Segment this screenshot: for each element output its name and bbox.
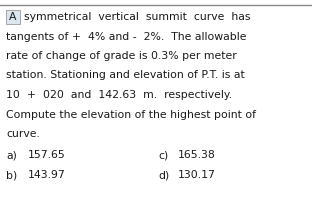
- Text: symmetrical  vertical  summit  curve  has: symmetrical vertical summit curve has: [24, 12, 251, 22]
- Text: b): b): [6, 170, 17, 180]
- Text: station. Stationing and elevation of P.T. is at: station. Stationing and elevation of P.T…: [6, 71, 245, 81]
- Text: c): c): [158, 151, 168, 161]
- Text: 143.97: 143.97: [28, 170, 66, 180]
- FancyBboxPatch shape: [6, 10, 20, 24]
- Text: Compute the elevation of the highest point of: Compute the elevation of the highest poi…: [6, 109, 256, 119]
- Text: curve.: curve.: [6, 129, 40, 139]
- Text: A: A: [9, 12, 17, 22]
- Text: 165.38: 165.38: [178, 151, 216, 161]
- Text: rate of change of grade is 0.3% per meter: rate of change of grade is 0.3% per mete…: [6, 51, 237, 61]
- Text: a): a): [6, 151, 17, 161]
- Text: tangents of +  4% and -  2%.  The allowable: tangents of + 4% and - 2%. The allowable: [6, 32, 246, 42]
- Text: 130.17: 130.17: [178, 170, 216, 180]
- Text: d): d): [158, 170, 169, 180]
- Text: 157.65: 157.65: [28, 151, 66, 161]
- Text: 10  +  020  and  142.63  m.  respectively.: 10 + 020 and 142.63 m. respectively.: [6, 90, 232, 100]
